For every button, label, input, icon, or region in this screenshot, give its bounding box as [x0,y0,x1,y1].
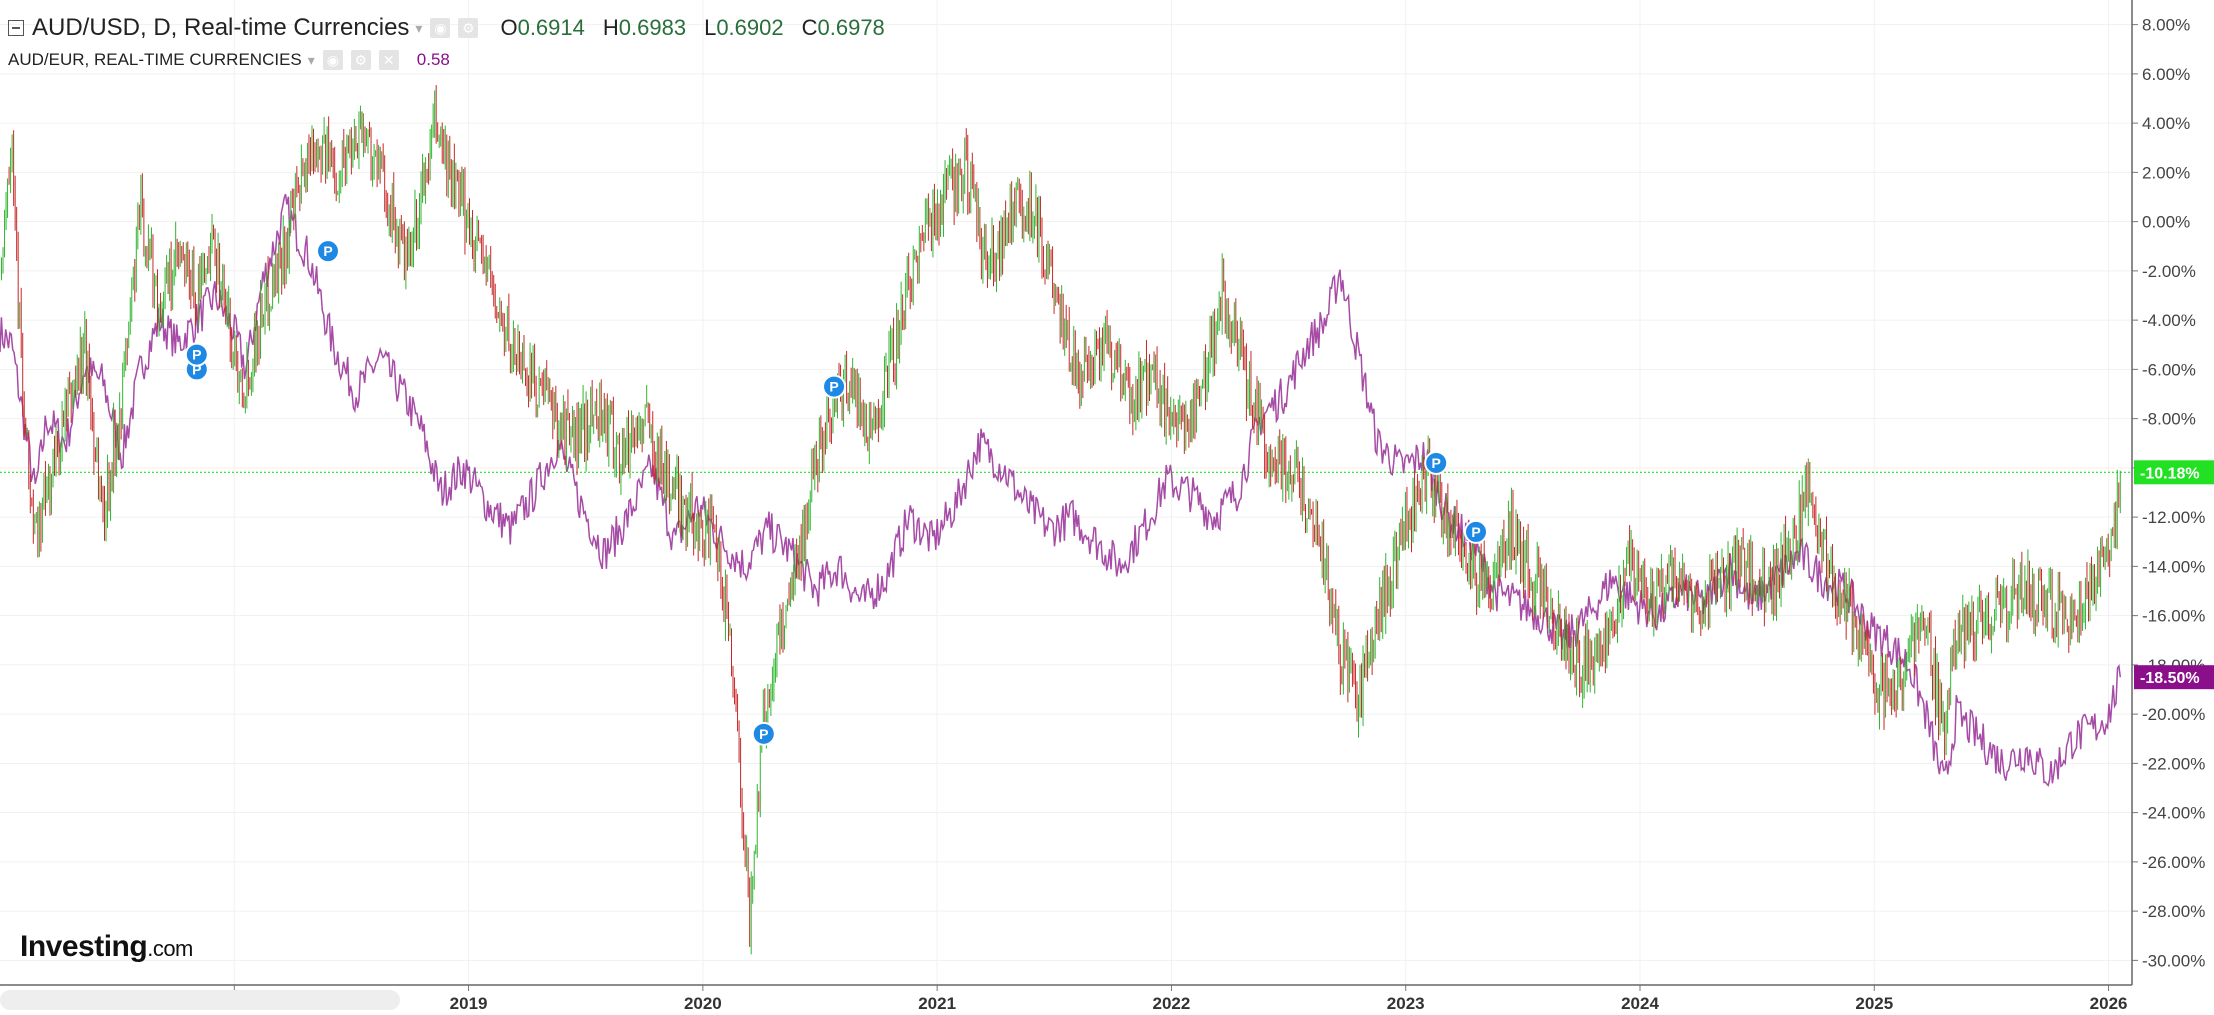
y-tick-label: -4.00% [2142,311,2196,330]
pattern-marker-label: P [1431,455,1440,471]
y-tick-label: 0.00% [2142,213,2190,232]
x-tick-label: 2022 [1153,994,1191,1013]
y-tick-label: -30.00% [2142,951,2205,970]
close-icon[interactable]: ✕ [378,50,399,70]
y-tick-label: -2.00% [2142,262,2196,281]
series-aud-eur [0,193,2122,787]
compare-legend: AUD/EUR, REAL-TIME CURRENCIES ▾ ◉ ⚙ ✕ 0.… [8,50,450,70]
last-value-badge [2134,460,2214,485]
series-line-aud-eur [0,193,2122,787]
x-tick-label: 2026 [2090,994,2128,1013]
pattern-marker-icon[interactable] [751,721,776,746]
eye-icon[interactable]: ◉ [430,18,451,38]
pattern-marker-label: P [192,361,201,377]
last-value-text: -18.50% [2140,670,2200,687]
y-tick-label: 2.00% [2142,163,2190,182]
y-tick-label: -8.00% [2142,410,2196,429]
compare-series-title[interactable]: AUD/EUR, REAL-TIME CURRENCIES [8,50,302,69]
y-tick-label: -20.00% [2142,705,2205,724]
chevron-down-icon[interactable]: ▾ [307,51,315,68]
y-tick-label: -12.00% [2142,508,2205,527]
y-tick-label: 8.00% [2142,16,2190,35]
investing-logo: Investing.com [20,930,193,963]
horizontal-scrollbar[interactable] [0,990,400,1010]
x-tick-label: 2024 [1621,994,1659,1013]
gear-icon[interactable]: ⚙ [350,50,371,70]
y-tick-label: 4.00% [2142,114,2190,133]
main-legend: AUD/USD, D, Real-time Currencies ▾ ◉ ⚙ O… [8,14,885,42]
pattern-marker-icon[interactable] [1464,519,1488,544]
pattern-marker-icon[interactable] [822,374,847,399]
series-aud-usd [1,85,2121,955]
x-tick-label: 2021 [918,994,956,1013]
compare-value: 0.58 [416,50,450,69]
pattern-marker-icon[interactable] [1424,450,1449,475]
x-tick-label: 2023 [1387,994,1425,1013]
gear-icon[interactable]: ⚙ [458,18,479,38]
y-tick-label: 6.00% [2142,65,2190,84]
main-series-title[interactable]: AUD/USD, D, Real-time Currencies [32,14,410,41]
pattern-marker-label: P [1471,524,1480,540]
pattern-marker-label: P [192,347,201,363]
pattern-marker-label: P [829,379,838,395]
pattern-marker-icon[interactable] [316,239,340,264]
y-tick-label: -6.00% [2142,360,2196,379]
collapse-icon[interactable] [8,20,24,36]
eye-icon[interactable]: ◉ [322,50,343,70]
y-tick-label: -28.00% [2142,902,2205,921]
pattern-marker-icon[interactable] [184,342,209,367]
last-value-badges: -10.18% -18.50% [2134,460,2214,690]
y-tick-label: -22.00% [2142,754,2205,773]
y-tick-label: -14.00% [2142,557,2205,576]
pattern-marker-label: P [323,243,332,259]
y-tick-label: -24.00% [2142,804,2205,823]
last-value-text: -10.18% [2140,465,2200,482]
ohlc-values: O0.6914 H0.6983 L0.6902 C0.6978 [500,15,885,40]
y-tick-label: -26.00% [2142,853,2205,872]
chevron-down-icon[interactable]: ▾ [415,19,423,36]
last-value-badge [2134,665,2214,690]
pattern-marker-label: P [759,726,768,742]
grid-lines [0,0,2132,985]
y-tick-label: -16.00% [2142,607,2205,626]
x-tick-label: 2019 [450,994,488,1013]
x-tick-label: 2020 [684,994,722,1013]
x-tick-label: 2025 [1855,994,1893,1013]
